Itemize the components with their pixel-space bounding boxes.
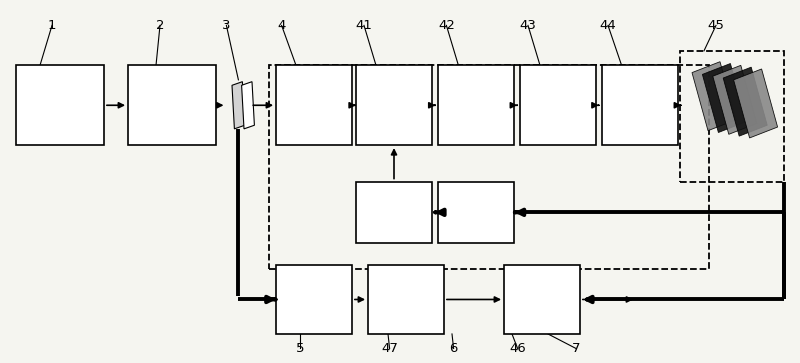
Bar <box>128 65 216 145</box>
Text: 2: 2 <box>156 19 164 32</box>
Bar <box>602 65 678 145</box>
Polygon shape <box>232 82 245 129</box>
Polygon shape <box>713 65 757 134</box>
Polygon shape <box>734 69 778 138</box>
Polygon shape <box>692 62 736 131</box>
Text: 5: 5 <box>296 342 304 355</box>
Text: 45: 45 <box>707 19 725 32</box>
Bar <box>368 265 444 334</box>
Text: 6: 6 <box>450 342 458 355</box>
Text: 1: 1 <box>48 19 56 32</box>
Text: 3: 3 <box>222 19 230 32</box>
Bar <box>276 265 352 334</box>
Bar <box>438 182 514 243</box>
Bar <box>269 65 709 269</box>
Bar <box>504 265 580 334</box>
Text: 42: 42 <box>438 19 455 32</box>
Text: 4: 4 <box>278 19 286 32</box>
Bar <box>680 51 784 182</box>
Text: 41: 41 <box>355 19 373 32</box>
Polygon shape <box>702 64 746 132</box>
Bar <box>356 182 432 243</box>
Bar <box>438 65 514 145</box>
Bar <box>276 65 352 145</box>
Bar <box>356 65 432 145</box>
Polygon shape <box>242 82 254 129</box>
Text: 7: 7 <box>572 342 580 355</box>
Text: 43: 43 <box>519 19 537 32</box>
Polygon shape <box>723 67 767 136</box>
Text: 44: 44 <box>600 19 616 32</box>
Text: 47: 47 <box>381 342 398 355</box>
Text: 46: 46 <box>510 342 526 355</box>
Bar <box>16 65 104 145</box>
Bar <box>520 65 596 145</box>
